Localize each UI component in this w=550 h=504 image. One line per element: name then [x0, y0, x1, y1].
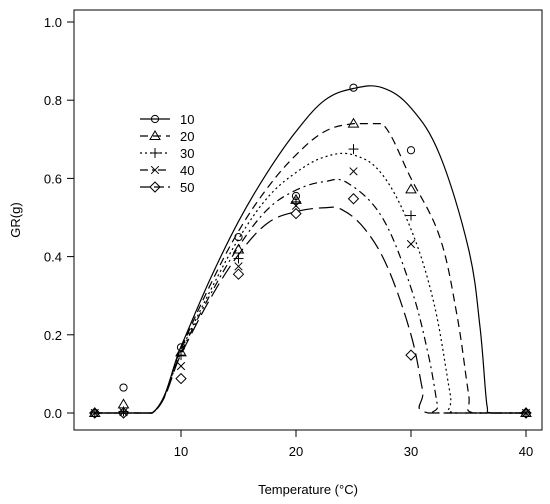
- x-axis-title: Temperature (°C): [258, 482, 358, 497]
- x-tick-label: 10: [174, 444, 188, 459]
- y-axis-title: GR(g): [8, 202, 23, 237]
- point-series-50: [520, 407, 532, 419]
- point-series-40: [291, 201, 301, 210]
- legend-marker-40: [150, 165, 160, 175]
- y-tick-label: 0.0: [44, 406, 62, 421]
- plot-frame: [73, 9, 543, 431]
- legend-marker-50: [149, 181, 161, 193]
- point-series-50: [290, 207, 302, 220]
- point-series-50: [89, 407, 101, 419]
- point-series-50: [117, 407, 130, 419]
- point-series-40: [119, 408, 128, 417]
- y-axis: 0.0 0.2 0.4 0.6 0.8 1.0: [44, 15, 74, 421]
- point-series-30: [176, 350, 186, 361]
- fitted-curves: [94, 85, 526, 414]
- y-tick-label: 0.8: [44, 93, 62, 108]
- point-series-50: [175, 372, 187, 385]
- x-tick-label: 40: [519, 444, 533, 459]
- x-axis: 10 20 30 40: [174, 430, 533, 459]
- x-tick-label: 30: [404, 444, 418, 459]
- point-series-10: [349, 83, 358, 92]
- legend-marker-30: [150, 148, 160, 158]
- y-tick-label: 0.6: [44, 171, 62, 186]
- point-series-40: [234, 262, 243, 271]
- point-series-30: [406, 210, 416, 221]
- point-series-10: [234, 232, 243, 242]
- legend-marker-20: [149, 130, 161, 140]
- y-tick-label: 0.4: [44, 250, 62, 265]
- legend-label-10: 10: [180, 112, 194, 127]
- point-series-20: [405, 183, 417, 194]
- legend-label-50: 50: [180, 180, 194, 195]
- point-series-50: [232, 268, 245, 280]
- point-series-50: [405, 349, 417, 361]
- point-series-50: [347, 193, 360, 205]
- point-series-20: [347, 117, 360, 128]
- x-tick-label: 20: [289, 444, 303, 459]
- curve-series-40: [94, 178, 526, 414]
- point-series-20: [232, 243, 245, 254]
- point-series-30: [348, 144, 359, 155]
- y-tick-label: 0.2: [44, 328, 62, 343]
- legend-marker-10: [150, 114, 160, 124]
- point-series-10: [406, 146, 416, 155]
- legend-label-40: 40: [180, 163, 194, 178]
- curve-series-20: [94, 123, 526, 414]
- point-series-40: [349, 167, 358, 176]
- legend-label-30: 30: [180, 146, 194, 161]
- point-series-40: [176, 361, 186, 371]
- curve-series-50: [94, 206, 526, 414]
- y-tick-label: 1.0: [44, 15, 62, 30]
- legend-label-20: 20: [180, 129, 194, 144]
- point-series-40: [406, 239, 416, 249]
- point-series-30: [233, 253, 244, 264]
- curve-series-30: [94, 152, 526, 414]
- data-points: [88, 83, 532, 419]
- curve-series-10: [94, 85, 526, 414]
- point-series-10: [119, 383, 128, 392]
- legend: 10 20 30 40 50: [140, 112, 194, 195]
